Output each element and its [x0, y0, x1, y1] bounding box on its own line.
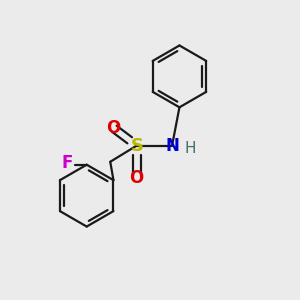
Text: S: S	[130, 136, 143, 154]
Text: H: H	[184, 141, 196, 156]
Text: O: O	[130, 169, 144, 187]
Text: F: F	[62, 154, 73, 172]
Text: N: N	[165, 136, 179, 154]
Text: O: O	[106, 119, 120, 137]
